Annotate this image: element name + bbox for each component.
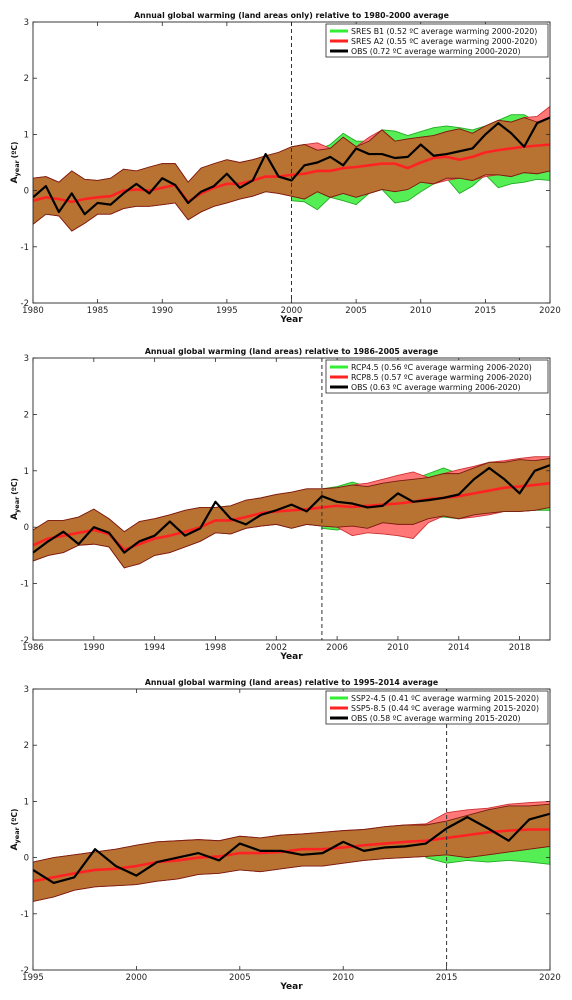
x-tick-label: 2002 <box>265 643 287 653</box>
chart-title: Annual global warming (land areas only) … <box>134 11 449 20</box>
y-tick-label: -1 <box>21 910 29 920</box>
y-axis-label-main: A <box>10 176 20 183</box>
legend-box <box>325 690 549 725</box>
y-axis-label: Ayear(ºC) <box>10 478 21 520</box>
x-tick-label: 1995 <box>22 973 44 983</box>
chart-panel-1: 1980 1985 1990 1995 2000 2005 2010 2015 2020 -2 -1… <box>10 11 561 325</box>
x-tick-label: 2005 <box>229 973 251 983</box>
chart-title: Annual global warming (land areas) relat… <box>145 678 438 687</box>
y-tick-label: 1 <box>24 797 29 807</box>
y-tick-label: -2 <box>21 966 29 976</box>
overlap-range-band <box>33 457 550 569</box>
chart-panel-3: 1995 2000 2005 2010 2015 2020 -2 -1 0 1 2 3 Annual g… <box>10 678 561 992</box>
x-tick-label: 1980 <box>22 306 44 316</box>
x-tick-label: 2006 <box>326 643 348 653</box>
y-tick-label: 3 <box>24 685 29 695</box>
y-tick-label: -1 <box>21 580 29 590</box>
legend-entry-2: SSP5-8.5 (0.44 ºC average warming 2015-2… <box>351 704 539 713</box>
x-tick-label: 2010 <box>387 643 409 653</box>
y-axis-label-sub: year <box>13 826 21 843</box>
x-tick-label: 2010 <box>410 306 432 316</box>
chart-title: Annual global warming (land areas) relat… <box>145 347 438 356</box>
x-tick-label: 2000 <box>126 973 148 983</box>
y-tick-label: 0 <box>24 187 29 197</box>
legend: RCP4.5 (0.56 ºC average warming 2006-202… <box>325 359 549 394</box>
obs-line <box>33 116 550 216</box>
red-mean-line <box>33 143 550 204</box>
x-tick-label: 2015 <box>436 973 458 983</box>
x-axis-label: Year <box>279 315 303 325</box>
y-tick-label: 3 <box>24 18 29 28</box>
legend-box <box>325 359 549 394</box>
x-tick-label: 2010 <box>332 973 354 983</box>
y-tick-label: 0 <box>24 523 29 533</box>
plot-content <box>33 456 550 569</box>
plot-content <box>33 105 550 232</box>
y-tick-label: 1 <box>24 467 29 477</box>
legend-entry-1: SRES B1 (0.52 ºC average warming 2000-20… <box>351 27 537 36</box>
y-tick-label: 1 <box>24 130 29 140</box>
legend-box <box>325 23 549 58</box>
obs-line <box>33 464 550 554</box>
y-axis-label-main: A <box>10 513 20 520</box>
x-tick-label: 1986 <box>22 643 44 653</box>
y-tick-label: 2 <box>24 741 29 751</box>
legend-entry-1: SSP2-4.5 (0.41 ºC average warming 2015-2… <box>351 694 539 703</box>
y-axis-label: Ayear(ºC) <box>10 142 21 184</box>
x-tick-label: 1998 <box>205 643 227 653</box>
legend-entry-3: OBS (0.63 ºC average warming 2006-2020) <box>351 383 521 392</box>
legend-entry-3: OBS (0.72 ºC average warming 2000-2020) <box>351 47 521 56</box>
y-tick-label: -1 <box>21 243 29 253</box>
legend-entry-3: OBS (0.58 ºC average warming 2015-2020) <box>351 714 521 723</box>
y-tick-label: 2 <box>24 410 29 420</box>
y-axis-label-main: A <box>10 843 20 850</box>
axes-frame <box>32 357 551 641</box>
x-tick-label: 1990 <box>83 643 105 653</box>
legend-entry-1: RCP4.5 (0.56 ºC average warming 2006-202… <box>351 363 532 372</box>
x-tick-label: 1990 <box>151 306 173 316</box>
legend: SRES B1 (0.52 ºC average warming 2000-20… <box>325 23 549 58</box>
x-axis-label: Year <box>279 982 303 992</box>
legend-entry-2: RCP8.5 (0.57 ºC average warming 2006-202… <box>351 373 532 382</box>
x-tick-label: 2020 <box>539 973 561 983</box>
y-axis-label: Ayear(ºC) <box>10 809 21 851</box>
y-tick-label: 2 <box>24 74 29 84</box>
axes-frame <box>32 688 551 971</box>
y-axis-label-unit: (ºC) <box>10 809 19 826</box>
y-axis-label-sub: year <box>13 159 21 176</box>
y-axis-label-sub: year <box>13 496 21 513</box>
y-tick-label: 3 <box>24 354 29 364</box>
y-axis-label-unit: (ºC) <box>10 142 19 159</box>
x-tick-label: 2014 <box>448 643 470 653</box>
plot-content <box>33 800 550 902</box>
x-tick-label: 1995 <box>216 306 238 316</box>
x-tick-label: 1994 <box>144 643 166 653</box>
x-tick-label: 1985 <box>87 306 109 316</box>
x-tick-label: 2018 <box>509 643 531 653</box>
x-axis-label: Year <box>279 652 303 662</box>
x-tick-label: 2020 <box>539 306 561 316</box>
legend: SSP2-4.5 (0.41 ºC average warming 2015-2… <box>325 690 549 725</box>
x-tick-label: 2005 <box>345 306 367 316</box>
x-tick-label: 2015 <box>475 306 497 316</box>
y-axis-label-unit: (ºC) <box>10 478 19 495</box>
x-tick-label: 2000 <box>281 306 303 316</box>
legend-entry-2: SRES A2 (0.55 ºC average warming 2000-20… <box>351 37 537 46</box>
y-tick-label: -2 <box>21 299 29 309</box>
y-tick-label: 0 <box>24 854 29 864</box>
chart-panel-2: 1986 1990 1994 1998 2002 2006 2010 2014 2018 -2 -1… <box>10 347 551 662</box>
y-tick-label: -2 <box>21 636 29 646</box>
obs-line <box>33 812 550 884</box>
